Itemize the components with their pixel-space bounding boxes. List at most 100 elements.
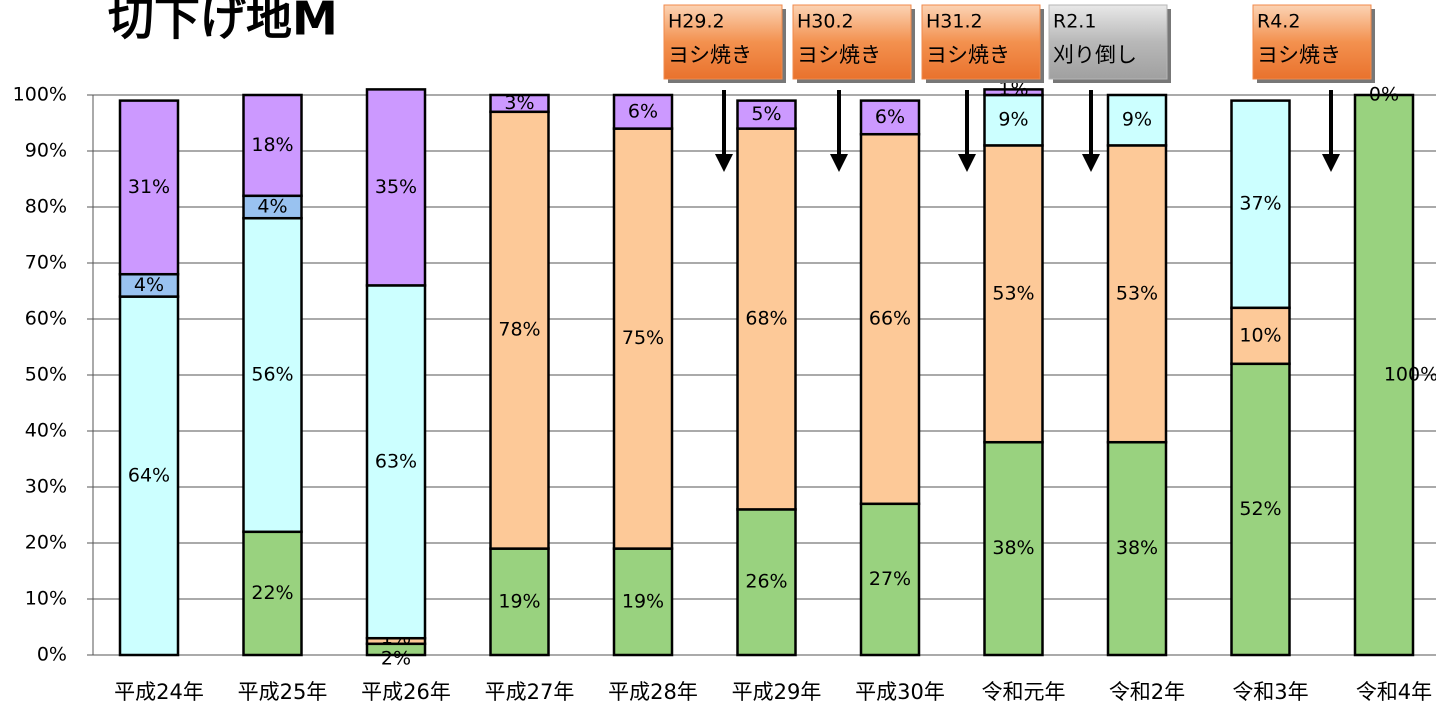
annotation-box — [1048, 4, 1168, 80]
annotation-arrowhead — [1322, 154, 1340, 172]
x-tick-label: 平成28年 — [608, 680, 698, 704]
value-label: 38% — [1116, 537, 1158, 559]
y-tick-label: 50% — [25, 364, 67, 386]
value-label: 68% — [745, 308, 787, 330]
bar-segment — [242, 530, 303, 657]
value-label: 35% — [375, 176, 417, 198]
value-label: 22% — [251, 582, 293, 604]
bar-segment — [489, 110, 550, 550]
bar-segment — [1230, 362, 1291, 657]
x-tick-label: 平成24年 — [114, 680, 204, 704]
x-tick-label: 令和3年 — [1232, 680, 1308, 704]
x-tick-label: 平成27年 — [485, 680, 575, 704]
value-label: 4% — [134, 274, 164, 296]
y-tick-label: 100% — [13, 84, 67, 106]
value-label: 37% — [1239, 193, 1281, 215]
bar-segment — [736, 508, 797, 657]
value-label: 19% — [498, 590, 540, 612]
bar-segment — [242, 93, 303, 198]
bar-segment — [118, 99, 180, 276]
annotation-date: H29.2 — [668, 11, 725, 33]
y-tick-label: 20% — [25, 532, 67, 554]
bar-segment — [118, 295, 180, 657]
value-label: 18% — [251, 134, 293, 156]
y-tick-label: 80% — [25, 196, 67, 218]
bar-segment — [612, 547, 674, 657]
bar-segment — [242, 216, 303, 534]
value-label: 19% — [622, 590, 664, 612]
y-tick-label: 70% — [25, 252, 67, 274]
bar-segment — [1106, 93, 1168, 147]
x-tick-label: 平成29年 — [732, 680, 822, 704]
bar-segment — [983, 88, 1044, 97]
value-label: 6% — [628, 100, 658, 122]
bar-segment — [859, 502, 921, 657]
x-tick-label: 令和2年 — [1109, 680, 1185, 704]
annotation-arrowhead — [830, 154, 848, 172]
y-tick-label: 0% — [37, 644, 67, 666]
value-label: 2% — [381, 648, 411, 670]
value-label: 10% — [1239, 324, 1281, 346]
bar-segment — [489, 93, 550, 114]
bar-segment — [489, 547, 550, 657]
annotation-arrowhead — [715, 154, 733, 172]
value-label: 75% — [622, 327, 664, 349]
bar-segment — [983, 440, 1044, 657]
value-label: 31% — [128, 176, 170, 198]
annotation-text: ヨシ焼き — [797, 43, 881, 67]
annotation-text: ヨシ焼き — [1257, 43, 1341, 67]
value-label: 27% — [869, 568, 911, 590]
annotation: H29.2 ヨシ焼き — [663, 4, 786, 172]
annotation-arrowhead — [1082, 154, 1100, 172]
chart-title: 切下げ地M — [108, 0, 338, 46]
value-label: 78% — [498, 319, 540, 341]
x-tick-label: 平成26年 — [361, 680, 451, 704]
value-label: 63% — [375, 450, 417, 472]
value-label: 3% — [504, 92, 534, 114]
value-label: 38% — [992, 537, 1034, 559]
annotation-box — [792, 4, 912, 80]
annotation-box — [921, 4, 1041, 80]
bar-segment — [1106, 440, 1168, 657]
value-label: 52% — [1239, 498, 1281, 520]
value-label: 53% — [1116, 282, 1158, 304]
annotation-box — [663, 4, 783, 80]
value-label: 100% — [1384, 364, 1436, 386]
x-tick-label: 平成25年 — [238, 680, 328, 704]
bar-segment — [1230, 99, 1291, 310]
x-tick-label: 平成30年 — [855, 680, 945, 704]
annotation-date: H30.2 — [797, 11, 854, 33]
annotation-text: 刈り倒し — [1053, 43, 1137, 67]
bar-segment — [1230, 306, 1291, 366]
bar-segment — [736, 99, 797, 130]
value-label: 5% — [751, 103, 781, 125]
x-tick-label: 令和元年 — [982, 680, 1066, 704]
annotation: R2.1 刈り倒し — [1048, 4, 1171, 172]
value-label: 26% — [745, 571, 787, 593]
bar-segment — [983, 144, 1044, 444]
value-label: 9% — [1122, 109, 1152, 131]
annotation: H31.2 ヨシ焼き — [921, 4, 1044, 172]
y-tick-label: 30% — [25, 476, 67, 498]
bar-segment — [365, 88, 427, 287]
y-tick-label: 40% — [25, 420, 67, 442]
annotation-date: H31.2 — [926, 11, 983, 33]
value-label: 0% — [1369, 84, 1399, 106]
bar-segment — [1353, 93, 1415, 657]
y-tick-label: 10% — [25, 588, 67, 610]
value-label: 66% — [869, 308, 911, 330]
bar-segment — [612, 127, 674, 550]
value-label: 1% — [998, 78, 1028, 100]
bar-segment — [365, 284, 427, 640]
annotation-arrowhead — [958, 154, 976, 172]
y-tick-label: 60% — [25, 308, 67, 330]
bar-segment — [859, 132, 921, 506]
value-label: 6% — [875, 106, 905, 128]
annotation: H30.2 ヨシ焼き — [792, 4, 915, 172]
annotation-box — [1252, 4, 1372, 80]
x-tick-label: 令和4年 — [1356, 680, 1432, 704]
value-label: 9% — [998, 109, 1028, 131]
bar-segment — [612, 93, 674, 130]
annotation-text: ヨシ焼き — [926, 43, 1010, 67]
